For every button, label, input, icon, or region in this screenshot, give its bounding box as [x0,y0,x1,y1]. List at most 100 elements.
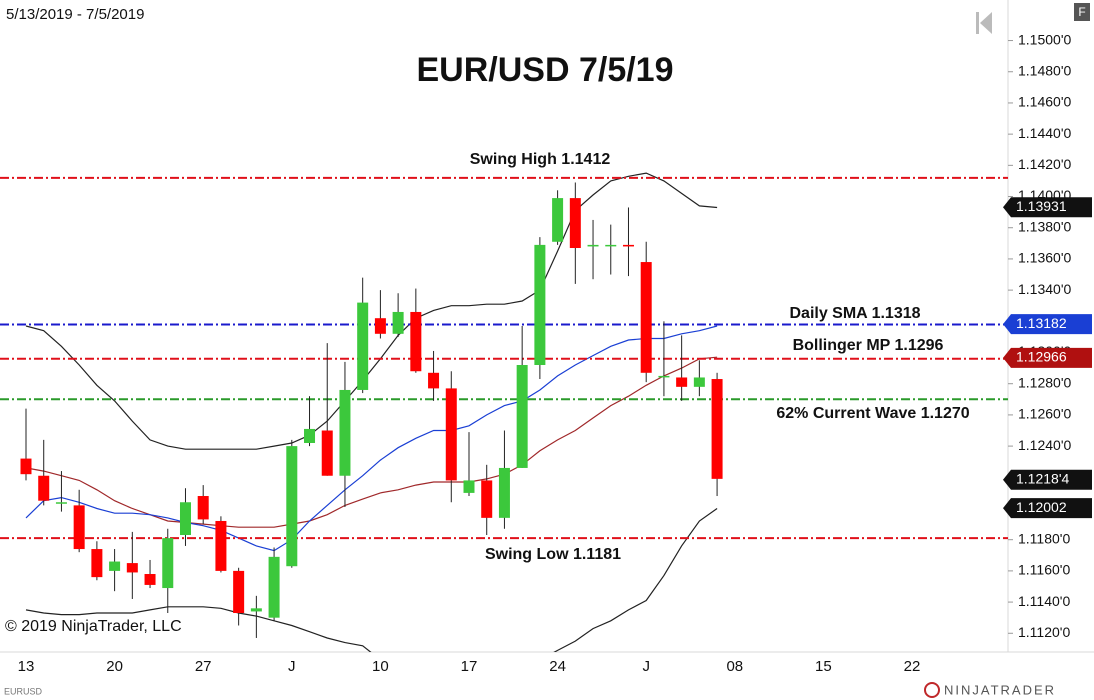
level-label: Daily SMA 1.1318 [789,305,920,322]
level-label: Swing High 1.1412 [470,151,611,168]
candle-body [463,480,475,493]
collapse-button[interactable] [976,12,992,34]
candle-body [55,502,67,504]
candle-body [552,198,564,242]
price-marker [1003,314,1092,335]
y-tick-label: 1.1380'0 [1018,218,1071,234]
indicator-line [25,508,718,652]
price-marker [1003,347,1092,368]
y-tick-label: 1.1120'0 [1018,624,1070,640]
logo-icon [924,682,940,698]
candle-body [658,375,670,378]
y-tick-label: 1.1160'0 [1018,562,1070,578]
y-tick-label: 1.1140'0 [1018,593,1070,609]
logo: NINJATRADER [924,682,1056,698]
candle-body [640,262,652,373]
price-marker [1003,197,1092,218]
copyright: © 2019 NinjaTrader, LLC [5,618,182,635]
candle-body [587,244,599,247]
x-tick-label: 17 [461,658,478,675]
candle-body [357,302,369,390]
candle-body [428,372,440,389]
x-tick-label: 22 [904,658,921,675]
y-tick-label: 1.1280'0 [1018,374,1071,390]
candle-body [622,244,634,247]
candle-body [481,480,493,518]
candle-body [109,561,121,571]
candle-body [91,549,103,578]
candle-body [605,244,617,247]
x-tick-label: 15 [815,658,832,675]
level-label: Bollinger MP 1.1296 [793,337,944,354]
y-tick-label: 1.1460'0 [1018,94,1071,110]
candle-body [215,520,227,571]
y-tick-label: 1.1340'0 [1018,281,1071,297]
candle-body [126,563,138,573]
x-tick-label: 10 [372,658,389,675]
candle-body [569,198,581,249]
indicator-line [25,325,718,552]
price-marker-label: 1.13182 [1016,315,1067,331]
f-button-label[interactable]: F [1078,5,1085,19]
candle-body [144,574,156,585]
price-marker [1003,498,1092,519]
level-label: Swing Low 1.1181 [485,546,621,563]
candle-body [268,556,280,618]
candle-body [162,538,174,589]
candle-body [374,318,386,334]
y-tick-label: 1.1480'0 [1018,62,1071,78]
plot-area [0,172,1008,652]
price-marker-label: 1.13931 [1016,198,1067,214]
level-label: 62% Current Wave 1.1270 [776,405,969,422]
price-marker-label: 1.1218'4 [1016,471,1069,487]
candle-body [73,505,85,550]
y-tick-label: 1.1240'0 [1018,437,1071,453]
candle-body [339,389,351,476]
y-tick-label: 1.1440'0 [1018,125,1071,141]
candle-body [410,311,422,372]
x-tick-label: J [642,658,650,675]
y-tick-label: 1.1500'0 [1018,31,1071,47]
collapse-icon[interactable] [976,12,979,34]
date-range: 5/13/2019 - 7/5/2019 [6,6,144,23]
candle-body [20,458,32,475]
price-marker-label: 1.12966 [1016,349,1067,365]
candle-body [233,570,245,614]
candle-body [445,388,457,481]
candle-body [534,244,546,365]
candle-body [250,608,262,612]
candle-body [392,311,404,334]
x-tick-label: 08 [726,658,743,675]
logo-text: NINJATRADER [944,682,1056,697]
candle-body [321,430,333,476]
y-tick-label: 1.1360'0 [1018,250,1071,266]
symbol: EURUSD [4,686,43,696]
price-marker-label: 1.12002 [1016,499,1067,515]
x-tick-label: 24 [549,658,566,675]
chart-title: EUR/USD 7/5/19 [417,51,674,89]
candle-body [304,428,316,443]
candle-body [179,502,191,536]
candle-body [693,377,705,387]
x-tick-label: J [288,658,296,675]
indicator-line [25,356,718,528]
x-tick-label: 27 [195,658,212,675]
y-tick-label: 1.1180'0 [1018,530,1070,546]
y-tick-label: 1.1260'0 [1018,406,1071,422]
price-marker [1003,469,1092,490]
candle-body [498,467,510,518]
x-tick-label: 13 [18,658,35,675]
candle-body [676,377,688,387]
f-button[interactable]: F [1074,3,1090,21]
candle-body [38,475,50,501]
candle-body [197,496,209,520]
y-tick-label: 1.1420'0 [1018,156,1071,172]
x-tick-label: 20 [106,658,123,675]
f-button-box[interactable] [1074,3,1090,21]
candle-body [711,379,723,479]
candle-body [286,446,298,567]
candle-body [516,364,528,468]
indicator-line [25,172,718,450]
collapse-icon[interactable] [980,12,992,34]
